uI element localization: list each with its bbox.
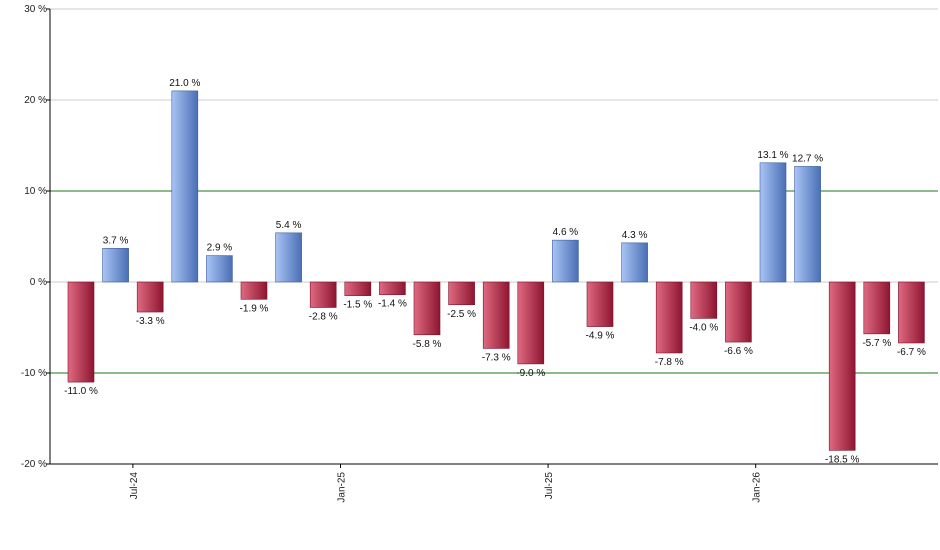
data-label: -9.0 % <box>516 368 545 379</box>
y-tick-label: -20 % <box>21 459 47 470</box>
bar-Jun-24 <box>67 281 95 383</box>
data-label: -4.0 % <box>689 322 718 333</box>
bar-Oct-25 <box>621 242 648 283</box>
bar-Sep-24 <box>171 90 199 283</box>
bar-Oct-24 <box>206 255 233 283</box>
bar-May-25 <box>448 281 475 306</box>
bar-Sep-25 <box>586 281 614 327</box>
y-tick-label: 20 % <box>24 95 47 106</box>
y-tick-label: -10 % <box>21 368 47 379</box>
bar-Dec-25 <box>690 281 718 319</box>
bar-Dec-24 <box>275 232 302 283</box>
data-label: -7.8 % <box>655 357 684 368</box>
data-label: -2.5 % <box>447 309 476 320</box>
x-tick-label: Jan-25 <box>337 472 348 503</box>
data-label: -11.0 % <box>64 386 98 397</box>
x-tick-label: Jul-25 <box>544 472 555 500</box>
bar-Nov-24 <box>240 281 268 300</box>
data-label: -4.9 % <box>586 331 615 342</box>
data-label: -2.8 % <box>309 311 338 322</box>
bar-Jul-24 <box>102 248 129 283</box>
bar-Jul-25 <box>517 281 545 365</box>
bar-Apr-26 <box>828 281 856 451</box>
data-label: -7.3 % <box>482 352 511 363</box>
data-label: -3.3 % <box>136 316 165 327</box>
labels: -20 % -10 % 0 % 10 % 20 % 30 % -11.0 % 3.7 % -3.… <box>21 4 926 503</box>
bar-Jun-26 <box>898 281 925 344</box>
bar-Nov-25 <box>655 281 683 354</box>
bar-Jan-25 <box>309 281 337 308</box>
y-tick-label: 30 % <box>24 4 47 15</box>
y-tick-label: 0 % <box>30 277 47 288</box>
bar-Mar-26 <box>794 166 821 283</box>
data-label: -5.8 % <box>413 339 442 350</box>
bar-Apr-25 <box>413 281 441 336</box>
bar-May-26 <box>863 281 891 335</box>
data-label: -5.7 % <box>862 338 891 349</box>
bar-Jan-26 <box>725 281 752 343</box>
data-label: -1.4 % <box>378 299 407 310</box>
bar-Jun-25 <box>482 281 510 349</box>
data-label: 13.1 % <box>757 150 788 161</box>
bar-Mar-25 <box>379 281 406 296</box>
bar-Feb-26 <box>759 162 787 283</box>
data-label: -6.6 % <box>724 346 753 357</box>
y-tick-label: 10 % <box>24 186 47 197</box>
x-tick-label: Jan-26 <box>752 472 763 503</box>
data-label: 4.6 % <box>553 227 579 238</box>
data-label: 4.3 % <box>622 230 648 241</box>
axes <box>46 8 938 468</box>
bars <box>67 90 925 451</box>
data-label: -1.5 % <box>343 300 372 311</box>
x-tick-label: Jul-24 <box>129 472 140 500</box>
data-label: 12.7 % <box>792 153 823 164</box>
bar-Aug-25 <box>552 239 579 283</box>
data-label: 21.0 % <box>169 78 200 89</box>
bar-Aug-24 <box>136 281 164 313</box>
data-label: -18.5 % <box>825 454 860 465</box>
data-label: 3.7 % <box>103 235 129 246</box>
data-label: -6.7 % <box>897 347 926 358</box>
data-label: -1.9 % <box>240 303 269 314</box>
data-label: 5.4 % <box>276 220 302 231</box>
data-label: 2.9 % <box>207 243 233 254</box>
bar-Feb-25 <box>344 281 372 296</box>
